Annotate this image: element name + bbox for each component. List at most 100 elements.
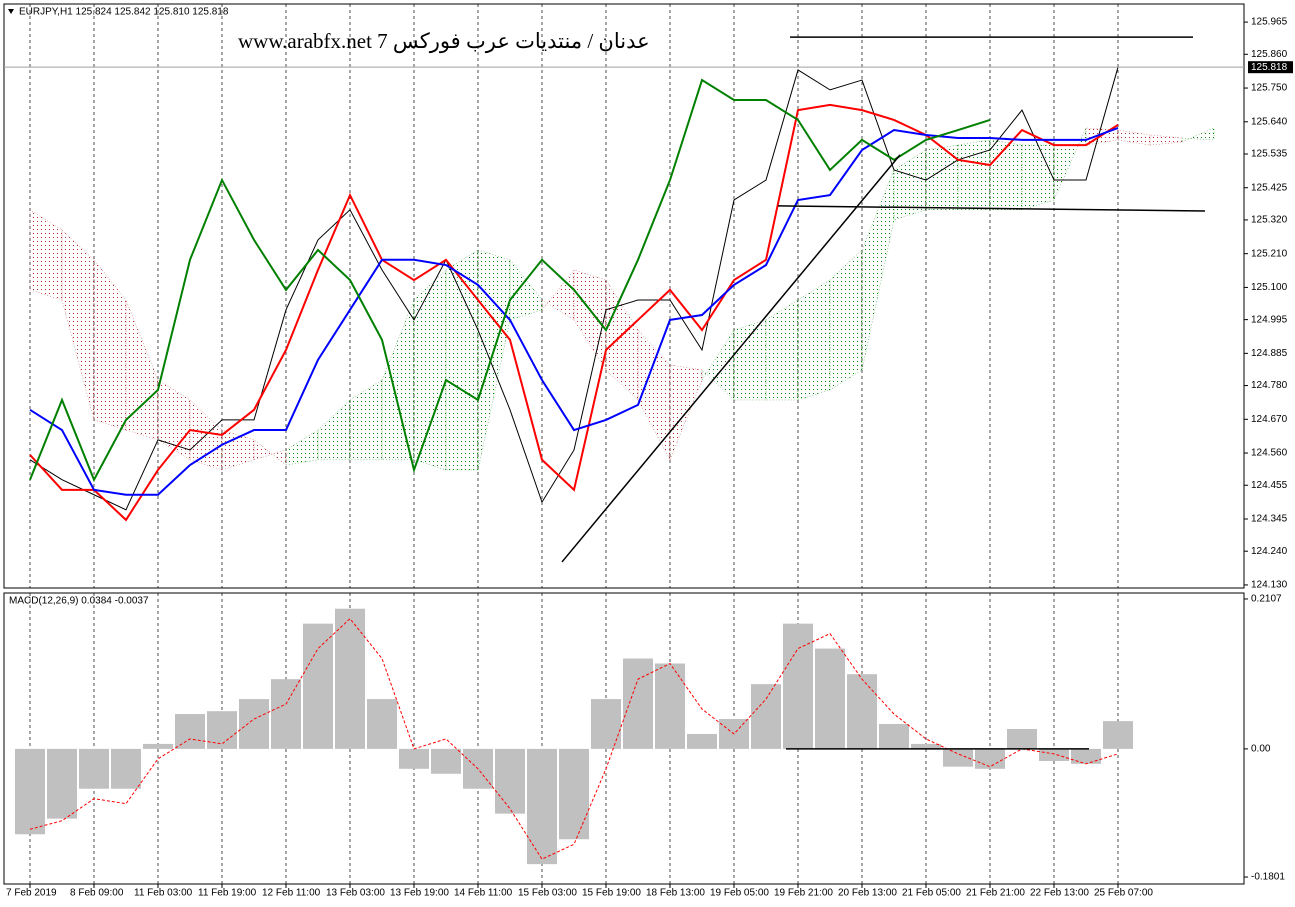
x-tick-label: 13 Feb 19:00 (390, 888, 449, 899)
y-tick-label: 125.750 (1251, 83, 1288, 94)
x-tick-label: 19 Feb 05:00 (710, 888, 769, 899)
cloud-segment (285, 429, 319, 466)
x-tick-label: 8 Feb 09:00 (70, 888, 124, 899)
macd-bar (175, 714, 205, 749)
x-tick-label: 22 Feb 13:00 (1030, 888, 1089, 899)
cloud-segment (125, 299, 159, 441)
macd-bar (751, 684, 781, 749)
macd-bar (399, 748, 429, 769)
macd-bar (495, 748, 525, 814)
cloud-segment (957, 139, 991, 211)
y-tick-label: 125.210 (1251, 248, 1288, 259)
y-tick-label: 125.535 (1251, 149, 1288, 160)
macd-bar (847, 674, 877, 749)
macd-bar (111, 748, 141, 789)
y-tick-label: 0.00 (1251, 744, 1271, 755)
y-tick-label: 125.640 (1251, 116, 1288, 127)
macd-bar (527, 748, 557, 865)
y-tick-label: 124.670 (1251, 414, 1288, 425)
macd-bar (815, 648, 845, 749)
current-price-box (1248, 61, 1293, 74)
price-line (29, 67, 1119, 511)
x-tick-label: 19 Feb 21:00 (774, 888, 833, 899)
y-tick-label: 124.130 (1251, 580, 1288, 591)
cloud-segment (61, 229, 95, 420)
macd-bar (1071, 748, 1101, 764)
macd-bar (47, 748, 77, 819)
x-tick-label: 15 Feb 03:00 (518, 888, 577, 899)
cloud-segment (93, 259, 127, 431)
y-tick-label: 125.965 (1251, 17, 1288, 28)
x-tick-label: 21 Feb 05:00 (902, 888, 961, 899)
y-tick-label: 125.860 (1251, 49, 1288, 60)
cloud-segment (509, 259, 543, 321)
trendline (561, 154, 901, 563)
cloud-segment (925, 144, 959, 211)
x-tick-label: 20 Feb 13:00 (838, 888, 897, 899)
cloud-segment (477, 249, 511, 470)
cloud-segment (381, 299, 415, 460)
macd-bar (431, 748, 461, 774)
signal-line (29, 617, 1119, 860)
watermark: www.arabfx.net 7 عدنان / منتديات عرب فور… (238, 29, 650, 54)
cloud-segment (1021, 144, 1055, 211)
cloud-segment (861, 169, 895, 370)
macd-bar (623, 658, 653, 749)
chart-title: EURJPY,H1 125.824 125.842 125.810 125.81… (19, 7, 229, 18)
macd-bar (655, 663, 685, 749)
cloud-segment (1117, 129, 1151, 146)
cloud-segment (733, 319, 767, 401)
macd-bar (335, 608, 365, 749)
y-tick-label: 125.320 (1251, 215, 1288, 226)
cloud-segment (1053, 127, 1087, 201)
y-tick-label: -0.1801 (1251, 872, 1285, 883)
macd-bar (687, 733, 717, 749)
macd-bar (1039, 748, 1069, 761)
macd-bar (367, 699, 397, 749)
y-tick-label: 124.455 (1251, 480, 1288, 491)
cloud-segment (157, 379, 191, 461)
menu-arrow[interactable] (8, 9, 14, 14)
macd-bar (239, 699, 269, 749)
x-tick-label: 25 Feb 07:00 (1094, 888, 1153, 899)
macd-bar (15, 748, 45, 835)
macd-bar (911, 743, 941, 749)
macd-title: MACD(12,26,9) 0.0384 -0.0037 (9, 596, 149, 607)
y-tick-label: 124.560 (1251, 448, 1288, 459)
x-tick-label: 7 Feb 2019 (6, 888, 57, 899)
cloud-segment (893, 149, 927, 221)
y-tick-label: 124.780 (1251, 380, 1288, 391)
cloud-segment (701, 329, 735, 401)
current-price-label: 125.818 (1251, 62, 1288, 73)
macd-bar (271, 679, 301, 749)
macd-bar (559, 748, 589, 840)
cloud-segment (349, 379, 383, 460)
macd-bar (143, 743, 173, 749)
y-tick-label: 124.995 (1251, 314, 1288, 325)
price-line (29, 103, 1119, 522)
macd-bar (1007, 728, 1037, 749)
y-tick-label: 124.885 (1251, 348, 1288, 359)
cloud-segment (541, 269, 575, 321)
cloud-segment (989, 139, 1023, 211)
macd-bar (879, 723, 909, 749)
y-tick-label: 125.100 (1251, 282, 1288, 293)
cloud-segment (413, 269, 447, 471)
x-tick-label: 11 Feb 19:00 (198, 888, 257, 899)
y-tick-label: 125.425 (1251, 182, 1288, 193)
macd-bar (79, 748, 109, 789)
cloud-segment (797, 279, 831, 401)
x-tick-label: 18 Feb 13:00 (646, 888, 705, 899)
cloud-segment (221, 429, 255, 471)
macd-bar (303, 623, 333, 749)
cloud-segment (253, 439, 287, 466)
macd-panel-border (3, 592, 1245, 885)
cloud-segment (29, 209, 63, 301)
macd-bar (943, 748, 973, 767)
cloud-segment (765, 299, 799, 401)
cloud-segment (829, 249, 863, 391)
macd-bar (783, 623, 813, 749)
y-tick-label: 124.240 (1251, 546, 1288, 557)
cloud-segment (573, 269, 607, 371)
